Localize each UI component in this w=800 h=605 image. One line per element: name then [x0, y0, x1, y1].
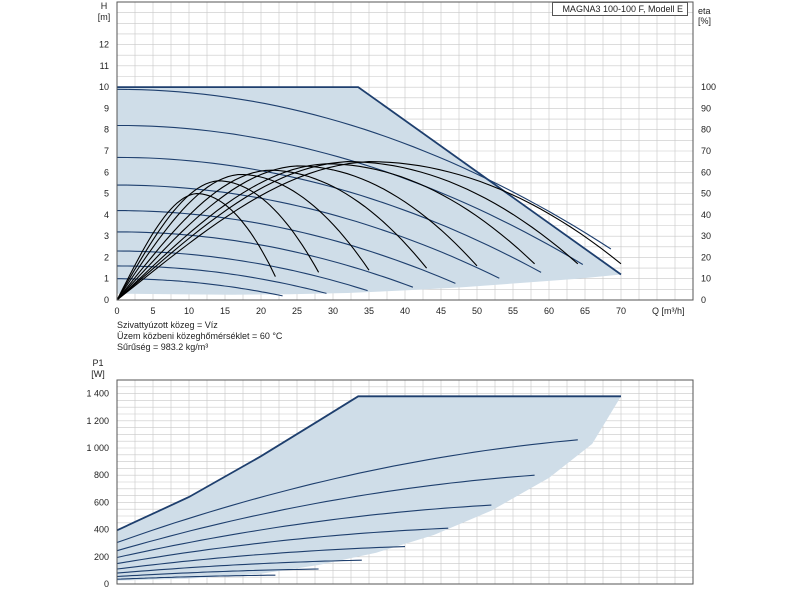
head-y-tick-label: 3	[104, 231, 109, 241]
eta-y-tick-label: 10	[701, 274, 711, 284]
eta-y-tick-label: 90	[701, 103, 711, 113]
head-curve	[116, 250, 368, 292]
head-curve	[117, 210, 456, 284]
efficiency-curve	[116, 193, 276, 301]
power-plot-frame	[116, 379, 694, 585]
head-y-tick-label: 12	[99, 40, 109, 50]
head-curve	[117, 124, 584, 265]
power-y-tick-label: 1 200	[86, 416, 109, 426]
head-y-tick-label: 5	[104, 189, 109, 199]
note-medium: Szivattyúzott közeg = Víz	[117, 320, 218, 330]
power-y-tick-label: 200	[94, 552, 109, 562]
power-curve	[116, 474, 535, 552]
eta-y-tick-label: 40	[701, 210, 711, 220]
eta-axis-label: eta	[698, 6, 711, 16]
head-y-tick-label: 10	[99, 82, 109, 92]
power-y-tick-label: 0	[104, 579, 109, 589]
head-y-tick-label: 6	[104, 167, 109, 177]
flow-axis-label: Q [m³/h]	[652, 306, 685, 316]
eta-y-tick-label: 80	[701, 125, 711, 135]
head-curve	[117, 278, 283, 297]
head-x-tick-label: 55	[508, 306, 518, 316]
head-x-tick-label: 0	[114, 306, 119, 316]
head-x-tick-label: 20	[256, 306, 266, 316]
efficiency-curve	[116, 161, 622, 301]
efficiency-curve	[116, 165, 478, 301]
head-y-tick-label: 9	[104, 103, 109, 113]
efficiency-curve	[116, 180, 320, 301]
head-envelope	[117, 86, 622, 295]
head-x-tick-label: 35	[364, 306, 374, 316]
power-y-tick-label: 600	[94, 497, 109, 507]
head-axis-unit: [m]	[98, 12, 111, 22]
head-x-tick-label: 5	[150, 306, 155, 316]
eta-y-tick-label: 0	[701, 295, 706, 305]
eta-y-tick-label: 100	[701, 82, 716, 92]
head-x-tick-label: 25	[292, 306, 302, 316]
power-axis-unit: [W]	[91, 369, 105, 379]
power-curve	[116, 574, 276, 580]
head-x-tick-label: 65	[580, 306, 590, 316]
eta-y-tick-label: 50	[701, 189, 711, 199]
head-x-tick-label: 50	[472, 306, 482, 316]
head-axes: 0 5 10 15 20 25 30 35 40 45 50 55 60 65 70012345678910…	[98, 1, 716, 316]
power-curves	[116, 439, 578, 580]
head-y-tick-label: 4	[104, 210, 109, 220]
power-curve	[116, 568, 319, 578]
efficiency-curve	[116, 161, 579, 301]
head-x-tick-label: 15	[220, 306, 230, 316]
head-y-tick-label: 7	[104, 146, 109, 156]
power-y-tick-label: 1 400	[86, 389, 109, 399]
head-x-tick-label: 10	[184, 306, 194, 316]
model-label: MAGNA3 100-100 F, Modell E	[552, 2, 688, 16]
head-plot-frame	[116, 1, 694, 301]
power-curve	[116, 504, 492, 559]
head-envelope-area	[117, 87, 621, 295]
head-x-tick-label: 70	[616, 306, 626, 316]
power-y-tick-label: 1 000	[86, 443, 109, 453]
eta-y-tick-label: 30	[701, 231, 711, 241]
power-curve	[116, 559, 362, 574]
power-y-tick-label: 400	[94, 525, 109, 535]
head-y-tick-label: 1	[104, 274, 109, 284]
note-density: Sűrűség = 983.2 kg/m³	[117, 342, 209, 352]
head-y-tick-label: 0	[104, 295, 109, 305]
eta-y-tick-label: 60	[701, 167, 711, 177]
power-axes: 0 200 400 600 800 1 000 1 200 1 400 P1[W]	[86, 358, 694, 589]
efficiency-curve	[116, 163, 535, 301]
head-curve	[116, 156, 542, 273]
head-envelope-max-curve	[117, 86, 622, 276]
eta-axis-unit: [%]	[698, 16, 711, 26]
head-curve	[117, 231, 414, 288]
power-envelope	[116, 395, 621, 581]
head-y-tick-label: 11	[100, 61, 109, 71]
power-curve	[116, 527, 449, 565]
eta-y-tick-label: 20	[701, 252, 711, 262]
power-curve	[116, 439, 578, 544]
power-envelope-max-curve	[116, 395, 621, 532]
power-curve	[116, 546, 406, 570]
efficiency-curve	[116, 173, 370, 301]
power-envelope-area	[117, 396, 621, 581]
efficiency-curve	[116, 169, 428, 301]
eta-y-tick-label: 70	[701, 146, 711, 156]
note-temperature: Üzem közbeni közeghőmérséklet = 60 °C	[117, 331, 283, 341]
head-x-tick-label: 60	[544, 306, 554, 316]
head-y-tick-label: 8	[104, 125, 109, 135]
power-y-tick-label: 800	[94, 470, 109, 480]
head-curve	[116, 88, 612, 250]
power-axis-label: P1	[92, 358, 103, 368]
head-x-tick-label: 45	[436, 306, 446, 316]
head-x-tick-label: 40	[400, 306, 410, 316]
head-x-tick-label: 30	[328, 306, 338, 316]
head-axis-label: H	[101, 1, 108, 11]
efficiency-curves	[116, 161, 622, 301]
head-y-tick-label: 2	[104, 252, 109, 262]
head-curve	[117, 184, 500, 279]
